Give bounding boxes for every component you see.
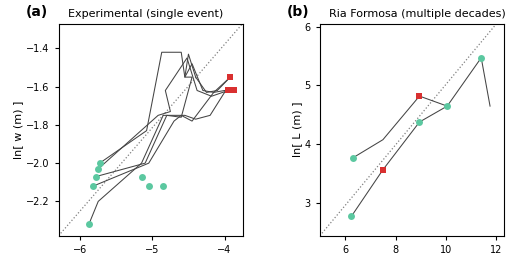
Y-axis label: ln[ L (m) ]: ln[ L (m) ] bbox=[292, 102, 302, 157]
Text: (b): (b) bbox=[287, 5, 309, 19]
Text: Ria Formosa (multiple decades): Ria Formosa (multiple decades) bbox=[329, 9, 506, 19]
Text: (a): (a) bbox=[25, 5, 48, 19]
Y-axis label: ln[ w (m) ]: ln[ w (m) ] bbox=[13, 101, 23, 159]
Text: Experimental (single event): Experimental (single event) bbox=[68, 9, 223, 19]
